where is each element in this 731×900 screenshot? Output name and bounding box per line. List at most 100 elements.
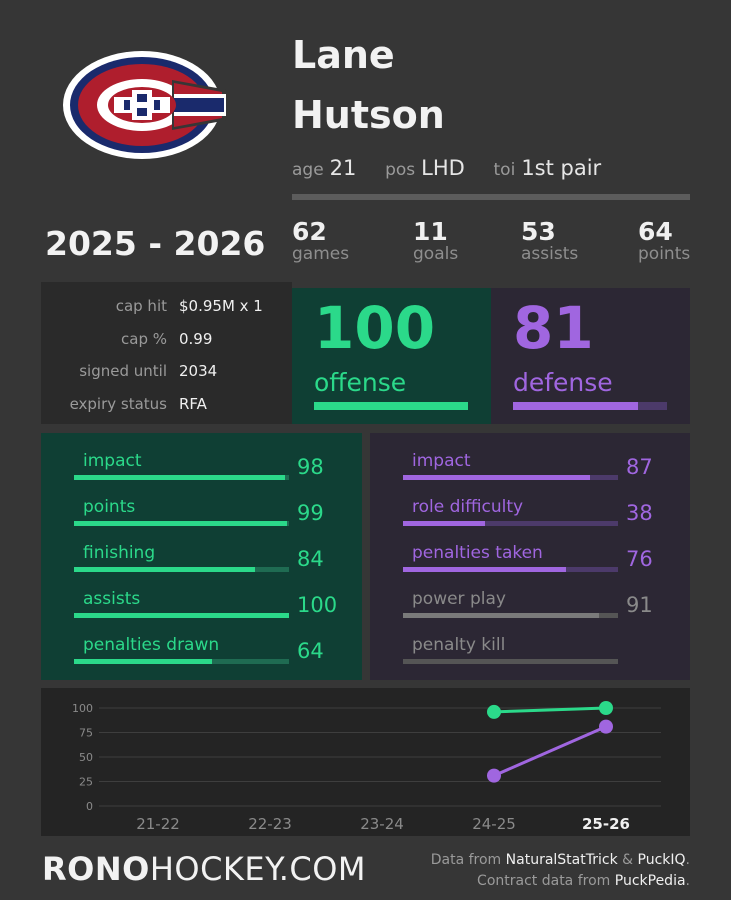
metric-label: penalties drawn: [83, 635, 220, 655]
metric-row: penalties taken 76: [370, 543, 690, 587]
stat-value: 53: [521, 217, 556, 246]
age-value: 21: [329, 156, 357, 180]
data-point: [487, 704, 501, 719]
offense-label: offense: [314, 368, 407, 397]
metric-row: impact 98: [41, 451, 362, 495]
contract-label: expiry status: [69, 395, 167, 413]
contract-label: cap hit: [115, 297, 167, 315]
metric-row: points 99: [41, 497, 362, 541]
metric-bar-fill: [74, 659, 212, 664]
metric-bar: [74, 613, 289, 618]
stat-value: 11: [413, 217, 448, 246]
metric-bar: [403, 567, 618, 572]
metric-value: 87: [626, 455, 653, 479]
metric-row: penalty kill: [370, 635, 690, 679]
metric-label: penalties taken: [412, 543, 543, 563]
toi-value: 1st pair: [521, 156, 602, 180]
metric-value: 100: [297, 593, 338, 617]
brand-bold: RONO: [42, 850, 150, 888]
stat-points: 64 points: [638, 218, 690, 263]
stat-label: goals: [413, 243, 459, 264]
contract-value: 0.99: [179, 330, 213, 348]
brand-rest: HOCKEY.COM: [149, 850, 366, 888]
player-last-name: Hutson: [292, 93, 445, 137]
x-tick-label: 22-23: [248, 815, 292, 833]
offense-score-box: 100 offense: [292, 288, 491, 424]
contract-row: signed until 2034: [41, 362, 292, 382]
player-first-name: Lane: [292, 33, 395, 77]
metric-bar-fill: [74, 567, 255, 572]
metric-label: impact: [83, 451, 142, 471]
metric-bar: [74, 567, 289, 572]
metric-bar: [74, 659, 289, 664]
metric-row: finishing 84: [41, 543, 362, 587]
metric-label: role difficulty: [412, 497, 524, 517]
stat-games: 62 games: [292, 218, 349, 263]
player-meta: age 21 pos LHD toi 1st pair: [292, 156, 623, 180]
contract-row: expiry status RFA: [41, 395, 292, 415]
brand-logo-text: RONOHOCKEY.COM: [42, 850, 366, 888]
contract-label: signed until: [79, 362, 167, 380]
data-point: [599, 719, 613, 734]
y-tick-label: 75: [79, 727, 93, 740]
metric-row: penalties drawn 64: [41, 635, 362, 679]
offense-bar-fill: [314, 402, 468, 410]
defense-label: defense: [513, 368, 613, 397]
metric-bar-fill: [403, 521, 485, 526]
stat-label: points: [638, 243, 691, 264]
stat-value: 64: [638, 217, 673, 246]
contract-value: $0.95M x 1: [179, 297, 263, 315]
y-tick-label: 100: [72, 702, 93, 715]
metric-value: 84: [297, 547, 324, 571]
x-tick-label: 21-22: [136, 815, 180, 833]
contract-value: RFA: [179, 395, 207, 413]
defense-bar: [513, 402, 667, 410]
stat-label: games: [292, 243, 350, 264]
data-point: [599, 701, 613, 715]
offense-score: 100: [314, 294, 436, 362]
metric-bar-fill: [403, 567, 567, 572]
series-line: [493, 706, 607, 714]
offense-bar: [314, 402, 468, 410]
metric-bar: [403, 475, 618, 480]
age-label: age: [292, 160, 324, 180]
metric-row: role difficulty 38: [370, 497, 690, 541]
contract-row: cap hit $0.95M x 1: [41, 297, 292, 317]
metric-bar: [74, 521, 289, 526]
credits-amp: &: [617, 852, 638, 868]
x-tick-label: 23-24: [360, 815, 404, 833]
metric-label: penalty kill: [412, 635, 506, 655]
stat-value: 62: [292, 217, 327, 246]
offense-metrics-panel: impact 98 points 99 finishing 84 assists 100 pen…: [41, 433, 362, 680]
stat-label: assists: [521, 243, 579, 264]
metric-bar-fill: [74, 475, 285, 480]
contract-row: cap % 0.99: [41, 330, 292, 350]
metric-bar-fill: [403, 475, 591, 480]
credit-source: PuckIQ: [637, 852, 686, 868]
pos-label: pos: [385, 160, 416, 180]
credits-prefix: Contract data from: [477, 873, 615, 889]
metric-label: points: [83, 497, 136, 517]
metric-row: impact 87: [370, 451, 690, 495]
data-point: [487, 768, 501, 783]
contract-panel: cap hit $0.95M x 1 cap % 0.99 signed unt…: [41, 282, 292, 424]
credit-source: NaturalStatTrick: [505, 852, 618, 868]
contract-label: cap %: [121, 330, 167, 348]
metric-bar: [74, 475, 289, 480]
metric-bar: [403, 613, 618, 618]
metric-bar-fill: [74, 613, 289, 618]
pos-value: LHD: [421, 156, 465, 180]
data-credits: Data from NaturalStatTrick & PuckIQ. Con…: [431, 850, 690, 892]
metric-row: assists 100: [41, 589, 362, 633]
toi-label: toi: [493, 160, 516, 180]
metric-value: 99: [297, 501, 324, 525]
metric-value: 64: [297, 639, 324, 663]
metric-label: finishing: [83, 543, 156, 563]
stat-goals: 11 goals: [413, 218, 458, 263]
credits-dot: .: [685, 873, 690, 889]
season-label: 2025 - 2026: [45, 224, 266, 263]
trend-chart: 100 75 50 25 0 21-22 22-23 23-24 24-25 25-26: [41, 688, 690, 836]
defense-bar-fill: [513, 402, 638, 410]
metric-label: assists: [83, 589, 141, 609]
defense-score: 81: [513, 294, 594, 362]
